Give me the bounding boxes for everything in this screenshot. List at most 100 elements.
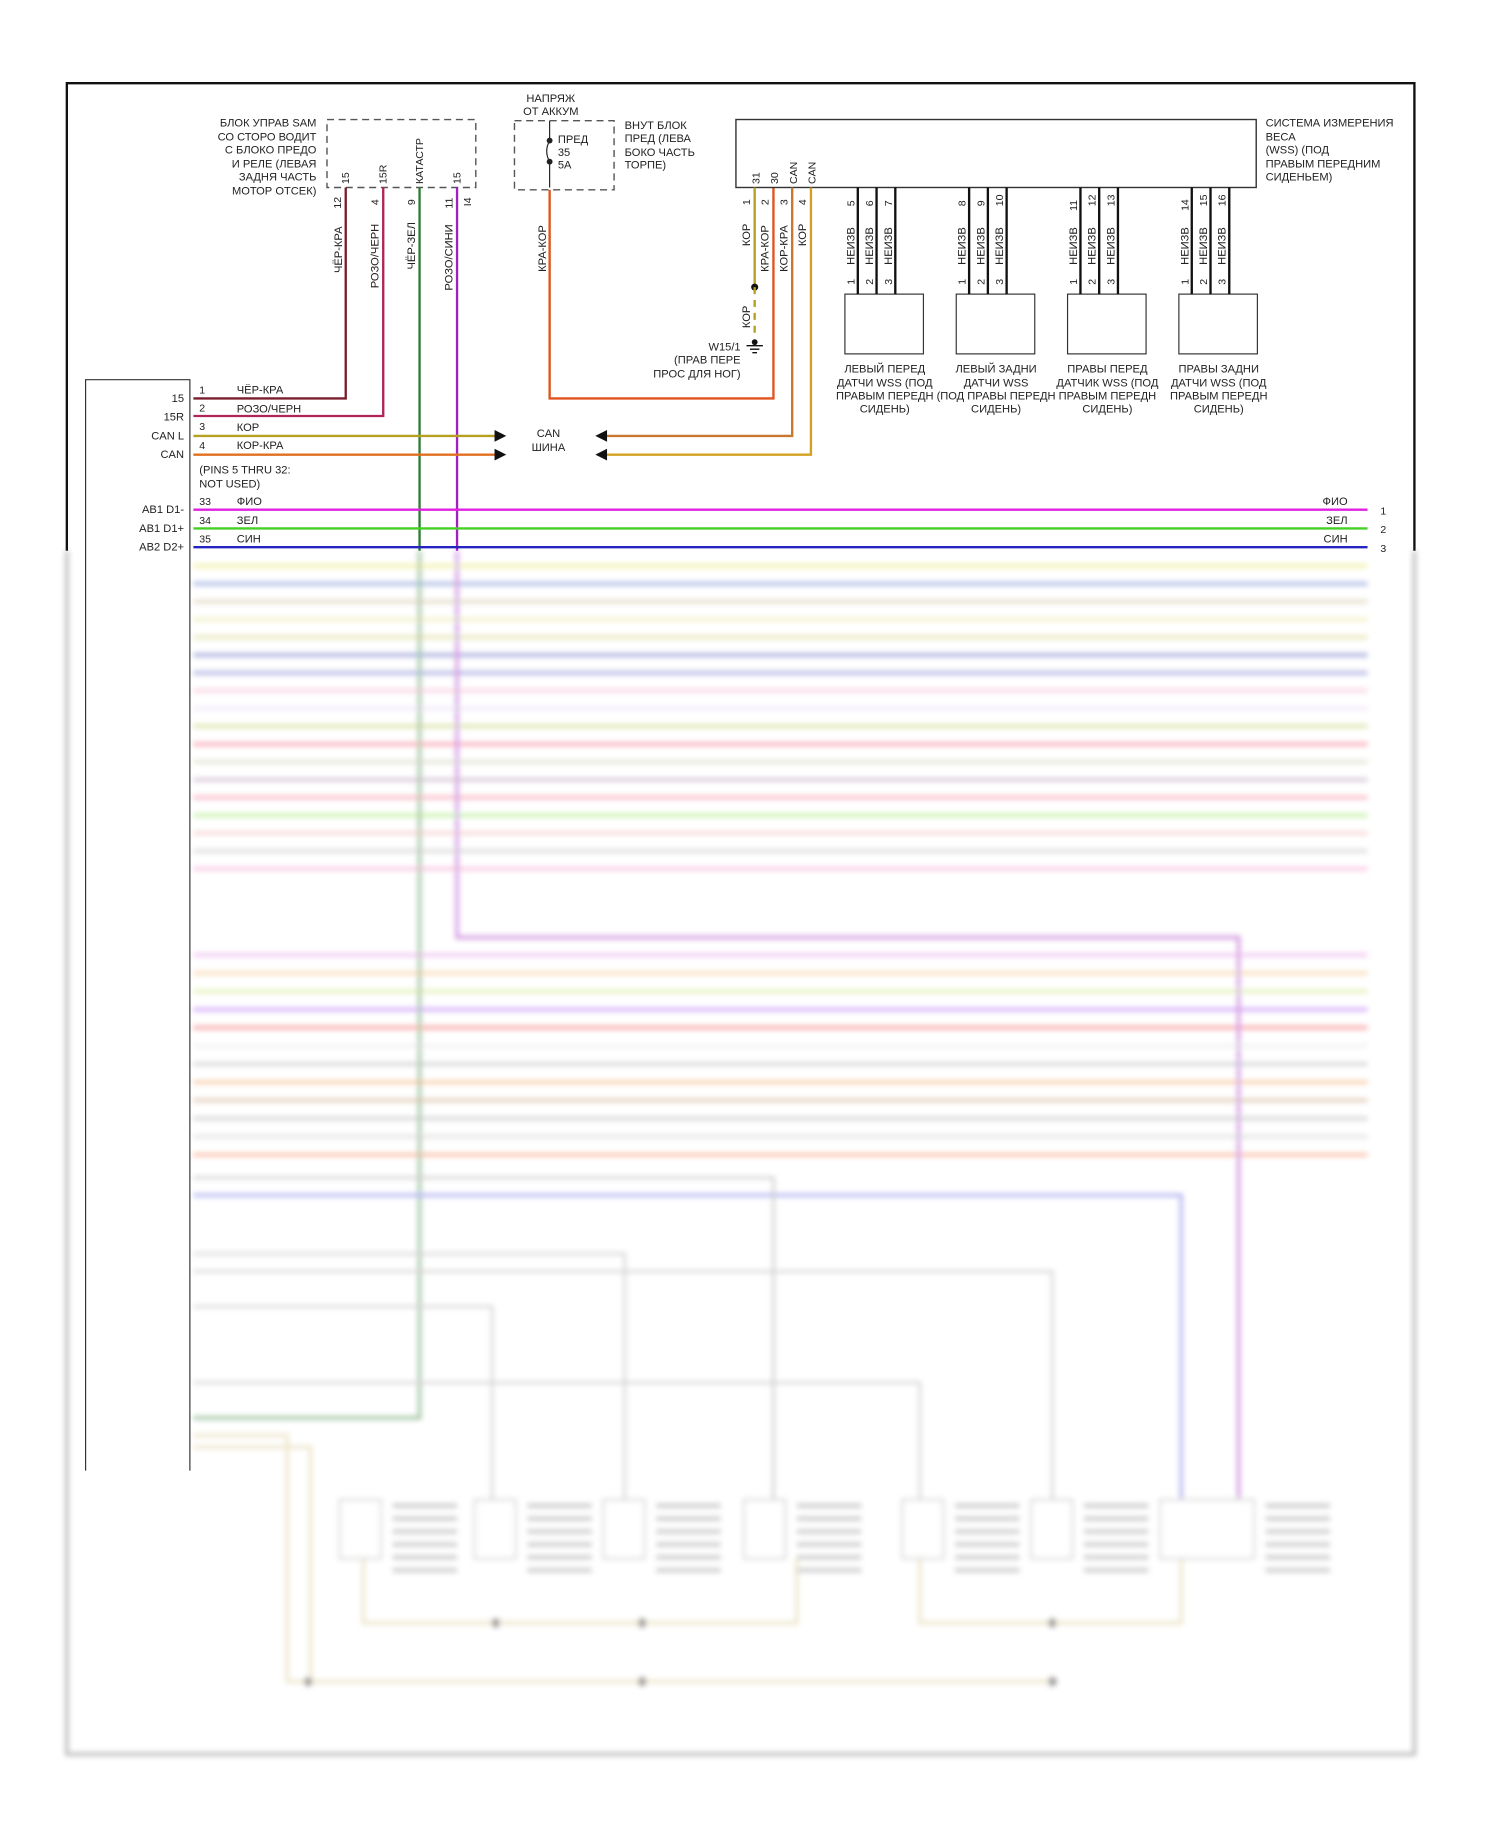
wire-label: КРА-КОР xyxy=(537,225,549,272)
wss-module-label: СИСТЕМА ИЗМЕРЕНИЯ ВЕСА (WSS) (ПОД ПРАВЫМ… xyxy=(1266,118,1394,184)
wss-module-box xyxy=(735,118,1257,189)
ground-label: W15/1 xyxy=(708,341,740,353)
blurred-wire xyxy=(193,550,422,1420)
label-line: МОТОР ОТСЕК) xyxy=(232,186,317,198)
pin-number: 2 xyxy=(199,402,205,414)
wire-name: ЧЁР-КРА xyxy=(237,385,284,397)
can-bus-label: CAN xyxy=(537,428,561,440)
fuse-label: БОКО ЧАСТЬ xyxy=(625,147,695,159)
pin-number: 35 xyxy=(199,534,211,546)
wire-name: РОЗО/ЧЕРН xyxy=(237,403,301,415)
blurred-component xyxy=(1030,1499,1074,1560)
label-line: ВЕСА xyxy=(1266,132,1297,144)
sensor-box xyxy=(844,293,925,355)
wire-pin: 1 xyxy=(957,279,969,285)
ground-label: (ПРАВ ПЕРЕ xyxy=(674,354,741,366)
sensor-label: СИДЕНЬ) xyxy=(1082,403,1132,415)
wire-label: НЕИЗВ xyxy=(1198,227,1210,265)
wire-label: КОР xyxy=(741,224,753,246)
sensor-label: ДАТЧИ WSS (ПОД xyxy=(1171,378,1267,390)
pin-number: 1 xyxy=(199,385,205,397)
blurred-component xyxy=(338,1499,382,1560)
wire-pin: 11 xyxy=(443,198,455,209)
blurred-component xyxy=(743,1499,787,1560)
wire-pin: 13 xyxy=(1105,194,1117,206)
wss-sensor: 5 1 НЕИЗВ 6 2 НЕИЗВ 7 3 НЕИЗВ ЛЕВЫЙ ПЕРЕД ДАТЧИ WS… xyxy=(836,187,934,415)
wire-pin: 12 xyxy=(1087,194,1099,206)
wire-name: КОР xyxy=(237,422,259,434)
label-line: ЗАДНЯ ЧАСТЬ xyxy=(239,171,317,183)
wire-pin: 5 xyxy=(845,200,857,206)
right-pin-number: 2 xyxy=(1380,524,1386,536)
can-bus-label: ШИНА xyxy=(532,442,566,454)
label-line: СИДЕНЬЕМ) xyxy=(1266,171,1333,183)
wire-pin: 3 xyxy=(1217,279,1229,285)
sensor-label: ПРАВЫМ ПЕРЕДН xyxy=(1170,391,1268,403)
pin-name: AB1 D1+ xyxy=(139,523,184,535)
wire-kor-kra-can xyxy=(603,187,794,438)
blurred-splice xyxy=(303,1676,313,1687)
wire-pin: 1 xyxy=(1179,279,1191,285)
sensor-label: ПРАВЫ ЗАДНИ xyxy=(1178,364,1259,376)
pin-label: CAN xyxy=(788,162,800,184)
wire-label: НЕИЗВ xyxy=(864,227,876,265)
wire-pin: 1 xyxy=(741,199,753,205)
wire-rozo-chern xyxy=(193,187,385,418)
pin-label: КАТАСТР xyxy=(414,138,426,184)
pin-name: 15 xyxy=(172,393,184,405)
sensor-label: ДАТЧИК WSS (ПОД xyxy=(1056,378,1158,390)
ground-label: ПРОС ДЛЯ НОГ) xyxy=(653,368,741,380)
wire-pin: 6 xyxy=(864,200,876,206)
right-pin-number: 3 xyxy=(1380,543,1386,555)
pin-name: AB2 D2+ xyxy=(139,542,184,554)
label-line: С БЛОКО ПРЕДО xyxy=(225,145,317,157)
wire-pin: 3 xyxy=(778,199,790,205)
pin-label: 15R xyxy=(378,164,390,184)
label-line: (WSS) (ПОД xyxy=(1266,145,1330,157)
blurred-wire xyxy=(455,550,1241,1500)
wire-label: РОЗО/СИНИ xyxy=(443,224,455,290)
wire-kor-can xyxy=(603,187,813,456)
pin-number: 4 xyxy=(199,440,205,452)
wire-name-right: СИН xyxy=(1324,534,1348,546)
blurred-wire xyxy=(193,1433,1183,1684)
wire-label: НЕИЗВ xyxy=(1105,227,1117,265)
sensor-label: ПРАВЫМ ПЕРЕДН xyxy=(836,391,934,403)
wire-name: ЗЕЛ xyxy=(237,515,258,527)
blurred-splice xyxy=(637,1618,647,1628)
sensor-box xyxy=(1178,293,1258,355)
wire-pin: 2 xyxy=(1087,279,1099,285)
pin-label: CAN xyxy=(807,162,819,184)
wire-label: РОЗО/ЧЕРН xyxy=(370,224,382,288)
wire-name: КОР-КРА xyxy=(237,440,284,452)
blurred-lower-diagram xyxy=(65,550,1417,1756)
blurred-splice xyxy=(1047,1676,1058,1687)
wire-pin: 3 xyxy=(1105,279,1117,285)
label-line: СИСТЕМА ИЗМЕРЕНИЯ xyxy=(1266,118,1394,130)
wire-label: НЕИЗВ xyxy=(975,227,987,265)
wire-pin: 11 xyxy=(1068,200,1080,211)
wire-name-right: ЗЕЛ xyxy=(1326,515,1347,527)
sensor-label: СИДЕНЬ) xyxy=(860,403,910,415)
blurred-component xyxy=(473,1499,517,1560)
wire-label: ЧЁР-КРА xyxy=(333,226,345,273)
wire-pin: 12 xyxy=(332,197,344,209)
wire-pin: 2 xyxy=(1198,279,1210,285)
sensor-label: (ПОД ПРАВЫ ПЕРЕДН xyxy=(937,391,1056,403)
wire-label: НЕИЗВ xyxy=(994,227,1006,265)
wire-pin: I4 xyxy=(462,197,474,206)
not-used-note: (PINS 5 THRU 32: xyxy=(199,464,290,476)
fuse-title: ОТ АККУМ xyxy=(523,106,578,118)
blurred-component xyxy=(1159,1499,1255,1560)
fuse-text: ПРЕД xyxy=(558,134,589,146)
blurred-component xyxy=(602,1499,646,1560)
fuse-dot xyxy=(546,137,553,144)
wire-cher-kra xyxy=(193,187,347,400)
wss-sensor: 14 1 НЕИЗВ 15 2 НЕИЗВ 16 3 НЕИЗВ ПРАВЫ ЗАДНИ ДАТЧИ… xyxy=(1170,187,1268,415)
wire-label: КОР-КРА xyxy=(778,225,790,272)
wire-pin: 4 xyxy=(797,199,809,205)
wire-label: НЕИЗВ xyxy=(1217,227,1229,265)
label-line: БЛОК УПРАВ SAM xyxy=(220,118,317,130)
fuse-box xyxy=(513,119,615,191)
